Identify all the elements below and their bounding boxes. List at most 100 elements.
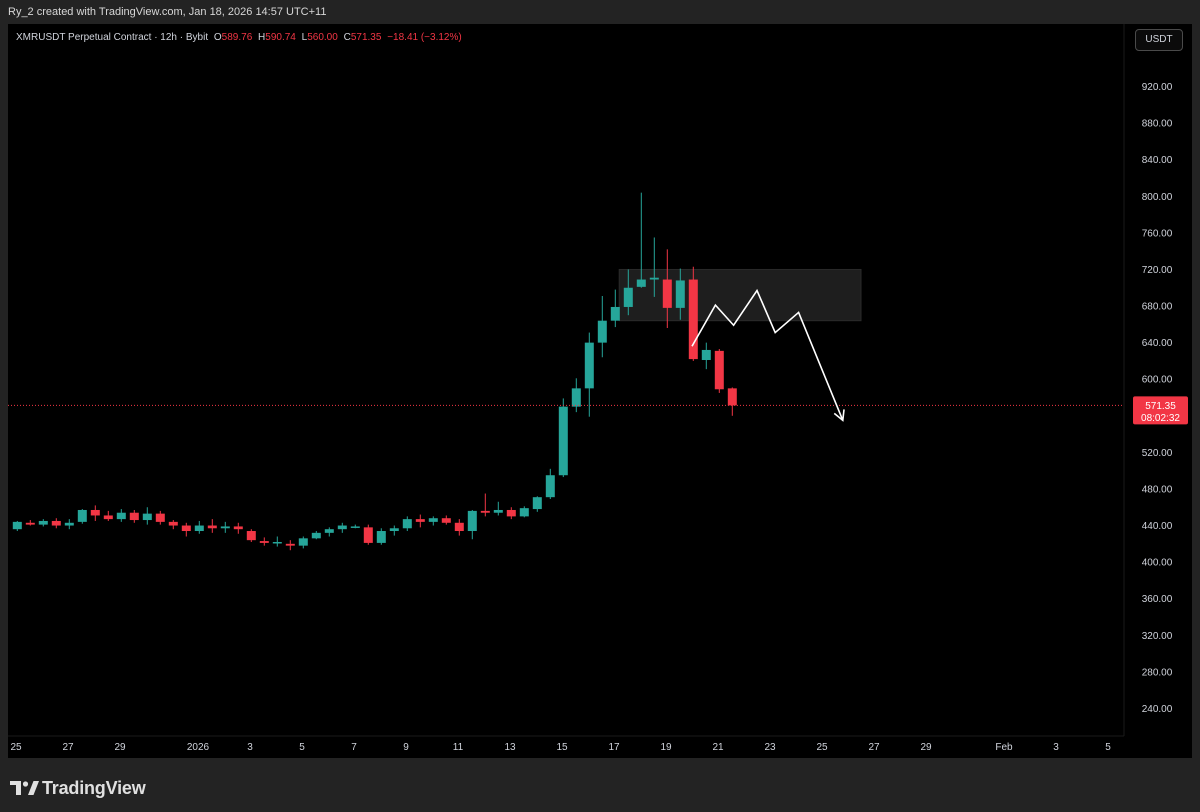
time-axis-tick-label: 17 [608, 742, 620, 753]
candle-body [428, 518, 438, 522]
candle-body [493, 509, 503, 513]
open-value: 589.76 [221, 32, 253, 43]
candle-body [675, 280, 685, 308]
current-price-badge [1133, 396, 1188, 425]
candle-body [519, 508, 529, 517]
candle-body [220, 526, 230, 529]
candle-body [272, 541, 282, 544]
bar-countdown-label: 08:02:32 [1141, 413, 1180, 424]
currency-button[interactable]: USDT [1135, 29, 1183, 51]
candle-body [77, 509, 87, 522]
candle-body [298, 538, 308, 546]
candle-body [714, 350, 724, 390]
time-axis-tick-label: 11 [453, 742, 464, 753]
close-label: C [343, 32, 351, 43]
time-axis-tick-label: 25 [10, 742, 22, 753]
candle-body [506, 509, 516, 517]
candle-body [116, 512, 126, 520]
time-axis-tick-label: Feb [995, 742, 1013, 753]
candle-body [584, 342, 594, 389]
time-axis-tick-label: 3 [1053, 742, 1059, 753]
candle-body [597, 320, 607, 343]
time-axis-tick-label: 15 [556, 742, 568, 753]
tradingview-logo-icon [10, 781, 39, 795]
candle-body [233, 526, 243, 530]
current-price-label: 571.35 [1145, 401, 1176, 412]
candle-body [454, 522, 464, 532]
price-axis-tick-label: 240.00 [1142, 704, 1173, 715]
candle-body [389, 528, 399, 532]
candle-body [129, 512, 139, 521]
price-chart[interactable]: 240.00 280.00 320.00 360.00 400.00 440.00 480.… [8, 24, 1192, 758]
candle-body [155, 513, 165, 522]
candle-body [142, 513, 152, 521]
footer-bar: TradingView [0, 758, 1200, 812]
time-axis-tick-label: 13 [504, 742, 516, 753]
price-axis-tick-label: 920.00 [1142, 82, 1173, 93]
candle-body [363, 527, 373, 543]
open-label: O [213, 32, 222, 43]
time-axis-tick-label: 19 [660, 742, 672, 753]
candle-body [402, 519, 412, 529]
candle-body [311, 532, 321, 539]
candle-body [727, 388, 737, 406]
time-axis-tick-label: 27 [868, 742, 880, 753]
time-axis-tick-label: 3 [247, 742, 253, 753]
candle-body [415, 519, 425, 522]
candle-body [610, 306, 620, 321]
candle-body [207, 525, 217, 529]
price-axis-tick-label: 680.00 [1142, 302, 1173, 313]
candle-body [571, 388, 581, 407]
tradingview-brand[interactable]: TradingView [10, 777, 146, 799]
candle-body [701, 349, 711, 361]
low-label: L [301, 32, 308, 43]
candle-body [103, 515, 113, 520]
symbol-legend: XMRUSDT Perpetual Contract · 12h · Bybit… [16, 32, 462, 43]
projection-path [691, 288, 844, 421]
time-axis-tick-label: 27 [62, 742, 74, 753]
candle-body [441, 518, 451, 523]
time-axis-tick-label: 5 [1105, 742, 1111, 753]
close-value: 571.35 [350, 32, 382, 43]
price-axis-tick-label: 840.00 [1142, 155, 1173, 166]
candle-body [194, 525, 204, 532]
price-axis-tick-label: 800.00 [1142, 192, 1173, 203]
candle-body [12, 521, 22, 530]
price-axis-tick-label: 520.00 [1142, 448, 1173, 459]
price-axis-tick-label: 440.00 [1142, 521, 1173, 532]
candle-body [636, 279, 646, 287]
candle-body [558, 406, 568, 476]
candle-body [90, 509, 100, 516]
time-axis-tick-label: 23 [764, 742, 776, 753]
supply-zone-rectangle [618, 268, 862, 322]
time-axis-tick-label: 29 [920, 742, 932, 753]
time-axis-tick-label: 5 [299, 742, 305, 753]
price-axis-tick-label: 720.00 [1142, 265, 1173, 276]
price-axis-tick-label: 600.00 [1142, 375, 1173, 386]
candle-body [376, 531, 386, 543]
time-axis-tick-label: 21 [712, 742, 724, 753]
high-label: H [258, 32, 266, 43]
candle-body [259, 541, 269, 543]
candle-body [64, 522, 74, 526]
candle-body [623, 287, 633, 307]
price-axis-tick-label: 360.00 [1142, 594, 1173, 605]
price-axis-tick-label: 880.00 [1142, 119, 1173, 130]
price-axis-tick-label: 280.00 [1142, 667, 1173, 678]
time-axis-tick-label: 29 [114, 742, 126, 753]
candle-body [662, 279, 672, 308]
price-axis-tick-label: 640.00 [1142, 338, 1173, 349]
time-axis-tick-label: 9 [403, 742, 409, 753]
candle-body [181, 525, 191, 532]
high-value: 590.74 [265, 32, 296, 43]
candle-body [285, 543, 295, 546]
chart-panel[interactable]: 240.00 280.00 320.00 360.00 400.00 440.00 480.… [8, 24, 1192, 758]
price-axis-tick-label: 320.00 [1142, 631, 1173, 642]
projection-arrowhead [833, 409, 845, 422]
change-value: −18.41 (−3.12%) [387, 32, 462, 43]
time-axis-tick-label: 7 [351, 742, 357, 753]
time-axis-tick-label: 2026 [187, 742, 210, 753]
symbol-title: XMRUSDT Perpetual Contract · 12h · Bybit [16, 32, 209, 43]
time-axis-tick-label: 25 [816, 742, 828, 753]
candle-body [38, 520, 48, 525]
